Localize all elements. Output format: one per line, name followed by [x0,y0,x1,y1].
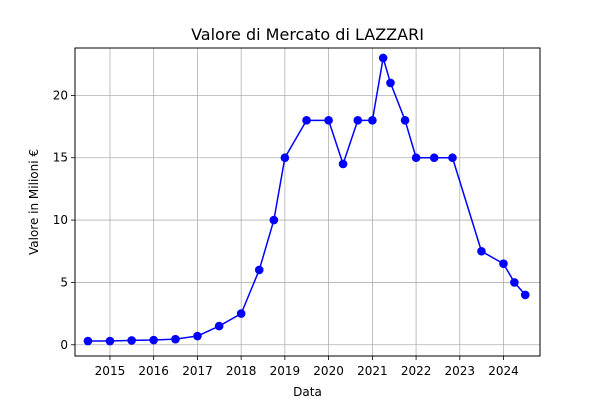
y-tick-label: 15 [53,151,68,165]
x-tick-label: 2020 [313,364,344,378]
data-point [477,246,486,256]
x-tick-label: 2019 [270,364,301,378]
y-axis-label: Valore in Milioni € [27,149,41,255]
x-tick-label: 2021 [357,364,388,378]
x-tick-label: 2022 [401,364,432,378]
data-point [429,153,439,163]
data-point [302,116,311,125]
y-tick-label: 5 [60,275,68,289]
data-point [499,259,508,269]
x-tick-label: 2023 [445,364,476,378]
data-point [127,336,136,345]
x-tick-label: 2024 [488,364,519,378]
data-point [193,331,202,341]
chart-title: Valore di Mercato di LAZZARI [191,25,424,44]
x-tick-label: 2017 [182,364,213,378]
data-point [254,265,264,275]
data-point [214,321,224,331]
data-point [510,278,519,287]
data-point [236,309,246,318]
data-point [269,215,279,225]
x-tick-label: 2015 [95,364,126,378]
x-tick-label: 2016 [138,364,169,378]
data-point [149,335,158,345]
data-point [280,153,290,163]
data-point [105,336,115,346]
y-tick-label: 10 [53,213,68,227]
data-point [324,116,333,125]
x-tick-label: 2018 [226,364,257,378]
y-tick-label: 0 [60,338,68,352]
data-point [353,116,363,125]
grid-lines [75,48,540,356]
data-point [83,336,93,346]
data-point [386,78,395,88]
axis-ticks: 2015 2016 2017 2018 2019 2020 2021 2022 2023 2024… [53,88,519,378]
data-point [448,153,457,163]
y-tick-label: 20 [53,88,68,102]
data-point [378,53,388,63]
data-point [520,290,530,300]
data-series [83,53,530,346]
data-point [338,159,348,169]
data-point [368,116,377,125]
plot-area-frame [74,47,541,357]
data-point [171,334,180,344]
x-axis-label: Data [293,385,322,399]
data-point [400,116,410,125]
data-point [411,153,421,163]
